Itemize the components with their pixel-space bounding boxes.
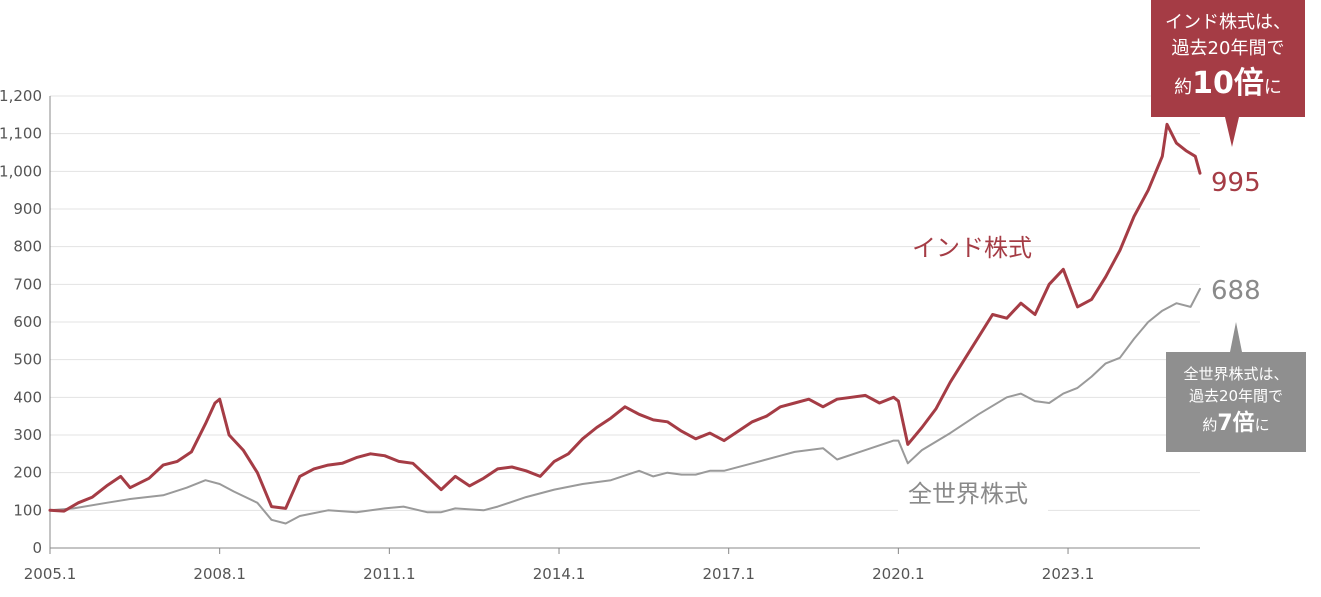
y-tick-label: 600 (13, 313, 42, 331)
x-tick-label: 2011.1 (363, 565, 416, 583)
india-callout: インド株式は、 過去20年間で 約10倍に (1151, 0, 1305, 147)
world-callout-suffix: に (1254, 415, 1270, 434)
world-callout-line2: 過去20年間で (1188, 386, 1284, 405)
y-tick-label: 200 (13, 464, 42, 482)
y-tick-label: 1,000 (0, 162, 42, 180)
world-callout-prefix: 約 (1202, 415, 1218, 434)
india-series-line (48, 122, 1202, 513)
y-tick-label: 1,200 (0, 87, 42, 105)
y-tick-label: 1,100 (0, 125, 42, 143)
x-tick-label: 2005.1 (24, 565, 77, 583)
y-tick-label: 500 (13, 351, 42, 369)
india-callout-suffix: に (1263, 77, 1282, 99)
y-tick-label: 100 (13, 501, 42, 519)
india-callout-big: 10倍 (1192, 66, 1264, 102)
world-end-value: 688 (1211, 276, 1261, 306)
x-tick-label: 2017.1 (702, 565, 755, 583)
x-tick-label: 2020.1 (872, 565, 925, 583)
world-callout: 全世界株式は、 過去20年間で 約7倍に (1166, 322, 1306, 452)
y-tick-label: 300 (13, 426, 42, 444)
y-tick-label: 700 (13, 275, 42, 293)
world-callout-big: 7倍 (1217, 410, 1255, 436)
world-label-bg (898, 474, 1048, 518)
india-end-value: 995 (1211, 168, 1261, 198)
india-callout-line3: 約10倍に (1151, 62, 1305, 106)
series-lines (48, 122, 1202, 525)
world-series-line (49, 287, 1201, 525)
grid-lines (50, 95, 1200, 511)
india-callout-prefix: 約 (1174, 77, 1193, 99)
india-callout-line2: 過去20年間で (1171, 38, 1285, 60)
india-callout-line1: インド株式は、 (1165, 12, 1291, 33)
x-tick-label: 2014.1 (533, 565, 586, 583)
y-tick-label: 0 (32, 539, 42, 557)
y-tick-label: 900 (13, 200, 42, 218)
x-tick-label: 2023.1 (1042, 565, 1095, 583)
y-axis-ticks: 0 100 200 300 400 500 600 700 800 900 1,000 1,100 1,… (0, 87, 42, 557)
y-tick-label: 800 (13, 238, 42, 256)
world-callout-line1: 全世界株式は、 (1183, 365, 1289, 383)
world-series-label: 全世界株式 (908, 480, 1028, 508)
india-series-label: インド株式 (912, 234, 1032, 262)
x-axis-ticks: 2005.1 2008.1 2011.1 2014.1 2017.1 2020.1 2023… (24, 548, 1095, 583)
world-callout-line3: 約7倍に (1166, 408, 1306, 440)
x-tick-label: 2008.1 (193, 565, 246, 583)
y-tick-label: 400 (13, 388, 42, 406)
